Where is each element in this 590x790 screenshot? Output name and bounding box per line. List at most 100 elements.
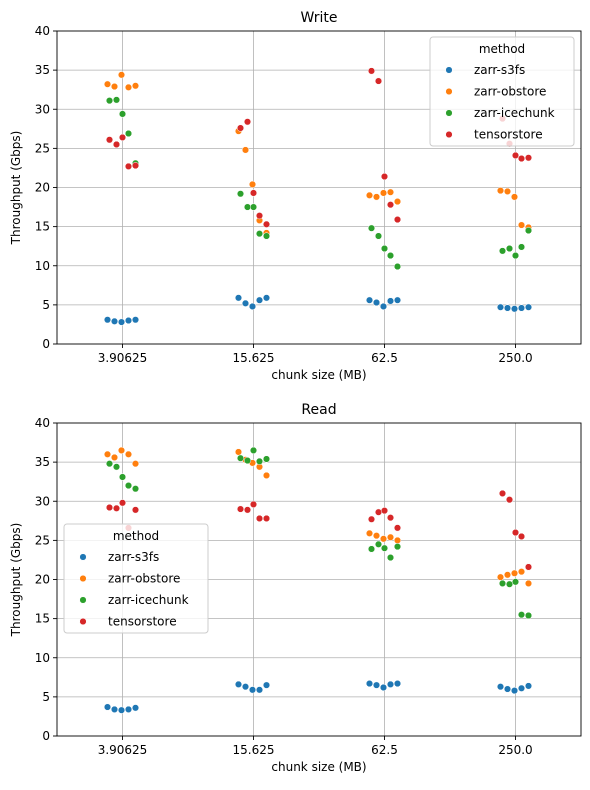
chart0-legend-marker-zarr-icechunk: [445, 109, 453, 117]
chart0-point-zarr-icechunk: [243, 203, 252, 211]
chart1-point-zarr-icechunk: [124, 482, 133, 490]
chart1-point-zarr-s3fs: [234, 680, 243, 688]
chart0-point-zarr-icechunk: [517, 243, 526, 251]
chart1-point-tensorstore: [386, 514, 395, 522]
chart0-point-zarr-obstore: [248, 180, 257, 188]
chart1-point-tensorstore: [118, 499, 127, 507]
chart0-ytick-label: 20: [35, 181, 50, 195]
chart0-point-tensorstore: [118, 133, 127, 141]
chart0-point-zarr-obstore: [503, 187, 512, 195]
chart0-point-zarr-s3fs: [117, 318, 126, 326]
chart0-ytick-label: 40: [35, 24, 50, 38]
chart0-point-zarr-obstore: [496, 187, 505, 195]
chart1-point-zarr-obstore: [131, 460, 140, 468]
chart0-legend-entry-zarr-s3fs: zarr-s3fs: [474, 63, 525, 77]
chart1-legend-title: method: [113, 529, 159, 543]
chart1-xtick-label: 15.625: [233, 743, 275, 757]
chart1-point-zarr-s3fs: [524, 682, 533, 690]
chart0-point-zarr-s3fs: [503, 304, 512, 312]
chart1-point-zarr-icechunk: [131, 485, 140, 493]
chart0-point-zarr-icechunk: [374, 232, 383, 240]
chart0-point-zarr-s3fs: [131, 316, 140, 324]
chart0-ytick-label: 35: [35, 63, 50, 77]
chart1-point-zarr-icechunk: [374, 540, 383, 548]
chart0-point-tensorstore: [124, 162, 133, 170]
chart0-point-zarr-s3fs: [365, 296, 374, 304]
chart1-xtick-label: 62.5: [371, 743, 398, 757]
chart0-point-tensorstore: [243, 118, 252, 126]
chart1-point-zarr-icechunk: [498, 579, 507, 587]
chart0-point-zarr-icechunk: [124, 129, 133, 138]
chart0-point-zarr-icechunk: [255, 230, 264, 238]
chart0-point-zarr-s3fs: [379, 302, 388, 310]
chart1-point-zarr-obstore: [117, 446, 126, 454]
chart1-ytick-label: 5: [42, 690, 50, 704]
chart0-legend-marker-zarr-s3fs: [445, 66, 453, 74]
chart1-point-zarr-obstore: [524, 579, 533, 587]
chart1-ytick-label: 35: [35, 455, 50, 469]
chart0-point-zarr-icechunk: [505, 244, 514, 253]
chart1-legend-entry-zarr-obstore: zarr-obstore: [108, 572, 180, 586]
chart1-point-zarr-obstore: [262, 471, 271, 479]
chart1-point-zarr-s3fs: [372, 681, 381, 689]
chart0-point-zarr-obstore: [110, 83, 119, 91]
chart1-point-tensorstore: [498, 489, 507, 497]
chart0-legend-entry-zarr-icechunk: zarr-icechunk: [474, 106, 555, 120]
chart0-legend-entry-tensorstore: tensorstore: [474, 128, 543, 142]
chart0-legend-box: [429, 36, 575, 147]
chart1-point-zarr-s3fs: [379, 683, 388, 692]
chart1-point-zarr-icechunk: [367, 545, 376, 553]
chart0-point-zarr-obstore: [124, 83, 133, 91]
chart1-point-zarr-s3fs: [262, 681, 271, 689]
chart1-legend-entry-zarr-s3fs: zarr-s3fs: [108, 550, 159, 564]
chart0-point-zarr-s3fs: [124, 316, 133, 325]
chart0-point-zarr-obstore: [510, 193, 519, 201]
chart1-point-zarr-icechunk: [380, 544, 389, 552]
chart0-point-zarr-s3fs: [255, 296, 264, 304]
chart0-point-zarr-s3fs: [241, 299, 250, 307]
chart1-legend-marker-tensorstore: [79, 617, 87, 626]
chart0-y-axis-label: Throughput (Gbps): [9, 131, 23, 246]
chart1-ytick-label: 40: [35, 416, 50, 430]
chart1-point-zarr-obstore: [517, 568, 526, 576]
chart1-ytick-label: 0: [42, 729, 50, 743]
chart0-point-tensorstore: [255, 212, 264, 220]
chart0-point-zarr-icechunk: [262, 232, 271, 240]
chart0-ytick-label: 25: [35, 141, 50, 155]
chart0-point-tensorstore: [524, 154, 533, 162]
chart0-point-zarr-s3fs: [386, 297, 395, 305]
chart0-ytick-label: 0: [42, 337, 50, 351]
chart0-point-zarr-obstore: [379, 189, 388, 197]
chart1-point-zarr-obstore: [510, 569, 519, 577]
chart0-xtick-label: 3.90625: [98, 351, 148, 365]
chart0-point-tensorstore: [374, 77, 383, 85]
chart0-ytick-label: 30: [35, 102, 50, 116]
chart1-point-tensorstore: [367, 515, 376, 523]
chart1-point-zarr-s3fs: [496, 683, 505, 691]
chart0-xtick-label: 15.625: [233, 351, 275, 365]
chart0-point-zarr-s3fs: [110, 317, 119, 325]
chart0-point-zarr-icechunk: [236, 190, 245, 198]
chart0-point-zarr-obstore: [103, 80, 112, 88]
chart1-point-tensorstore: [511, 529, 520, 537]
chart0-point-tensorstore: [236, 124, 245, 132]
chart1-point-zarr-icechunk: [118, 473, 127, 481]
chart1-point-tensorstore: [505, 496, 514, 504]
chart1-point-zarr-icechunk: [105, 460, 114, 468]
chart1-legend: method zarr-s3fs zarr-obstore zarr-icechunk…: [63, 523, 209, 634]
chart1-point-zarr-s3fs: [510, 687, 519, 695]
chart0-point-tensorstore: [393, 216, 402, 224]
chart1-point-tensorstore: [262, 514, 271, 523]
chart1-point-zarr-obstore: [103, 450, 112, 458]
chart1-point-zarr-icechunk: [249, 446, 258, 454]
chart1-legend-entry-zarr-icechunk: zarr-icechunk: [108, 593, 189, 607]
chart1-legend-marker-zarr-s3fs: [79, 553, 87, 561]
chart0-point-zarr-icechunk: [112, 96, 121, 104]
chart0-point-tensorstore: [517, 154, 526, 163]
chart0-point-tensorstore: [249, 189, 258, 197]
chart1-point-zarr-s3fs: [393, 680, 402, 688]
chart0-legend-title: method: [479, 42, 525, 56]
chart0-ytick-label: 10: [35, 259, 50, 273]
chart1-point-zarr-obstore: [386, 533, 395, 541]
